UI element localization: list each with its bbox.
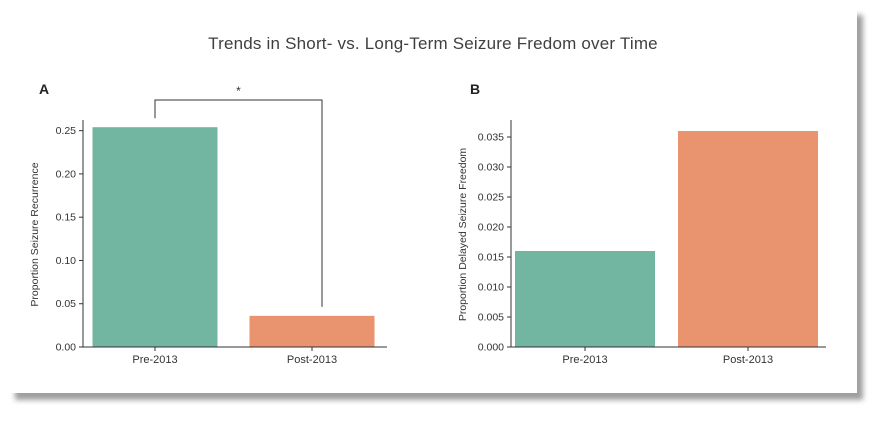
y-tick-label: 0.25 (56, 125, 77, 137)
figure-card: Trends in Short- vs. Long-Term Seizure F… (9, 8, 857, 393)
significance-marker: * (236, 84, 241, 98)
figure-title: Trends in Short- vs. Long-Term Seizure F… (208, 34, 658, 53)
charts-canvas: A 0.00 0.05 0.10 0.15 0.20 0.25 Pre-2013 Post-20… (29, 81, 826, 366)
chart-panel-a: A 0.00 0.05 0.10 0.15 0.20 0.25 Pre-2013 Post-20… (29, 81, 387, 366)
y-tick-label: 0.15 (56, 212, 77, 224)
bar-post-2013 (678, 131, 818, 347)
y-tick-label: 0.20 (56, 168, 77, 180)
bar-pre-2013 (92, 127, 218, 347)
y-tick-label: 0.035 (478, 132, 504, 144)
bar-post-2013 (249, 315, 375, 347)
y-tick-label: 0.005 (478, 312, 504, 324)
x-tick-label: Pre-2013 (562, 354, 607, 366)
panel-label: B (470, 81, 480, 97)
y-tick-label: 0.025 (478, 192, 504, 204)
y-tick-label: 0.00 (56, 342, 77, 354)
y-tick-label: 0.020 (478, 222, 504, 234)
y-tick-label: 0.015 (478, 252, 504, 264)
y-axis-label: Proportion Delayed Seizure Freedom (457, 148, 469, 322)
y-axis-label: Proportion Seizure Recurrence (29, 162, 41, 306)
y-tick-label: 0.030 (478, 162, 504, 174)
panel-label: A (39, 81, 49, 97)
x-tick-label: Pre-2013 (132, 354, 177, 366)
significance-bracket (154, 99, 323, 307)
y-tick-label: 0.000 (478, 342, 504, 354)
chart-panel-b: B 0.000 0.005 0.010 0.015 0.020 0.025 0.030 0.03… (457, 81, 826, 366)
y-tick-label: 0.10 (56, 255, 77, 267)
bar-pre-2013 (515, 251, 655, 347)
x-tick-label: Post-2013 (723, 354, 773, 366)
y-tick-label: 0.05 (56, 298, 77, 310)
x-tick-label: Post-2013 (287, 354, 337, 366)
y-tick-label: 0.010 (478, 282, 504, 294)
